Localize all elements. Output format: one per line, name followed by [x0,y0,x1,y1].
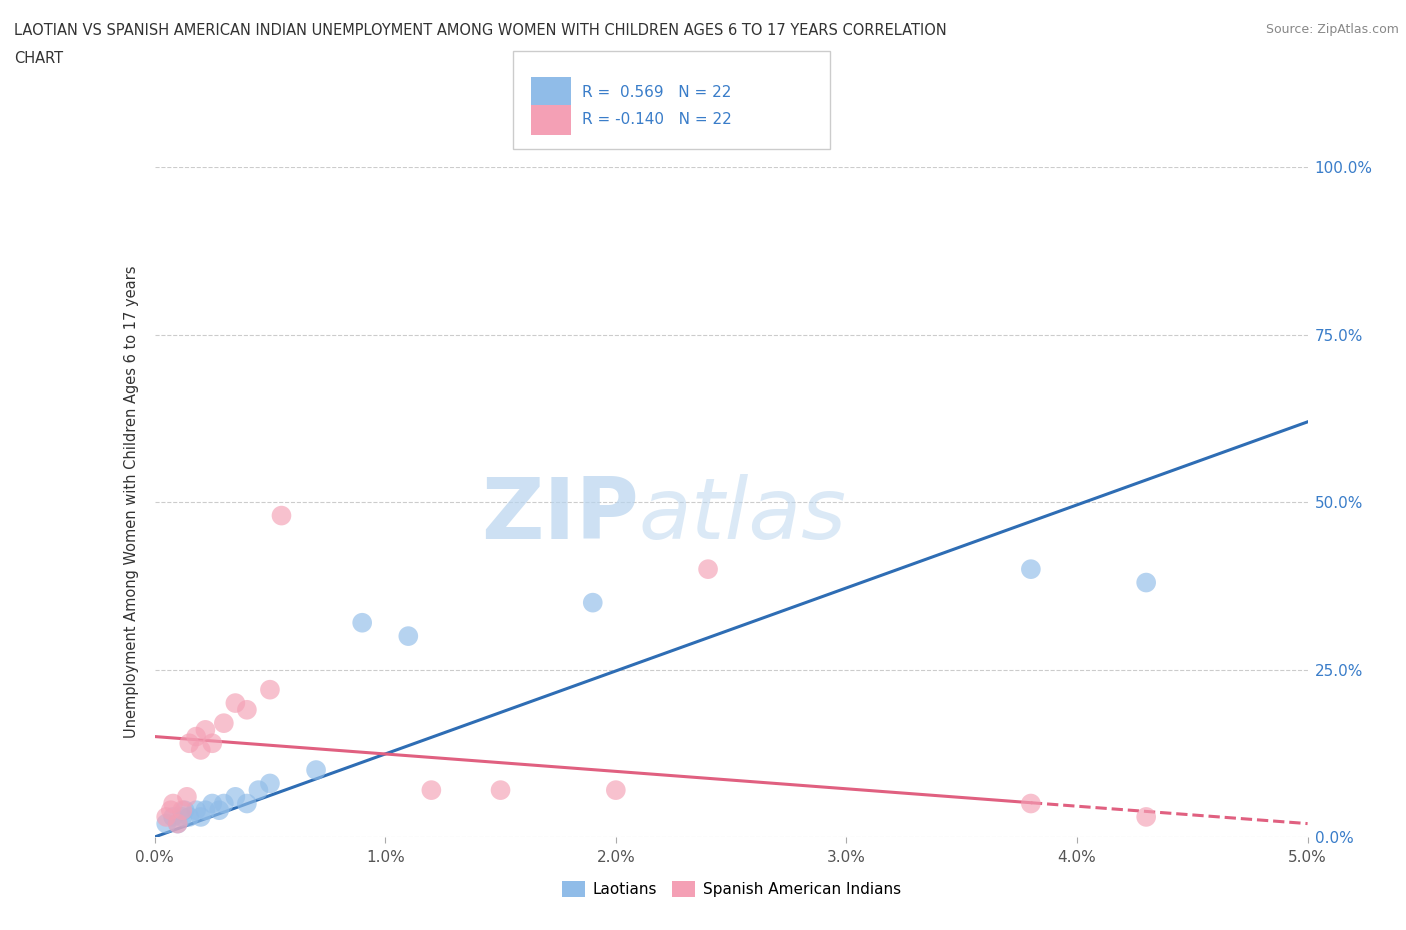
Point [155,817,177,831]
Point [224,696,246,711]
Text: LAOTIAN VS SPANISH AMERICAN INDIAN UNEMPLOYMENT AMONG WOMEN WITH CHILDREN AGES 6: LAOTIAN VS SPANISH AMERICAN INDIAN UNEMP… [14,23,946,38]
Text: R = -0.140   N = 22: R = -0.140 N = 22 [582,113,733,127]
Point [172,809,194,824]
Point [201,736,224,751]
Point [224,790,246,804]
Point [208,803,231,817]
Point [605,783,627,798]
Point [236,702,259,717]
Point [420,783,443,798]
Point [194,803,217,817]
Point [190,742,212,757]
Text: Source: ZipAtlas.com: Source: ZipAtlas.com [1265,23,1399,36]
Point [1019,562,1042,577]
Point [1135,809,1157,824]
Point [155,809,177,824]
Point [305,763,328,777]
Point [190,809,212,824]
Point [259,776,281,790]
Point [162,809,184,824]
Legend: Laotians, Spanish American Indians: Laotians, Spanish American Indians [555,875,907,903]
Point [172,803,194,817]
Point [176,790,198,804]
Point [259,683,281,698]
Point [179,736,201,751]
Point [697,562,720,577]
Point [212,796,235,811]
Point [173,803,195,817]
Point [166,817,188,831]
Point [582,595,605,610]
Point [270,508,292,523]
Point [166,817,188,831]
Point [162,796,184,811]
Point [247,783,270,798]
Point [489,783,512,798]
Text: CHART: CHART [14,51,63,66]
Point [1019,796,1042,811]
Text: atlas: atlas [638,474,846,557]
Point [396,629,419,644]
Point [179,809,201,824]
Point [186,803,208,817]
Point [1135,575,1157,590]
Point [194,723,217,737]
Point [212,716,235,731]
Point [201,796,224,811]
Point [186,729,208,744]
Text: R =  0.569   N = 22: R = 0.569 N = 22 [582,85,731,100]
Point [159,803,181,817]
Point [236,796,259,811]
Point [352,616,374,631]
Text: ZIP: ZIP [481,474,638,557]
Y-axis label: Unemployment Among Women with Children Ages 6 to 17 years: Unemployment Among Women with Children A… [124,266,139,738]
